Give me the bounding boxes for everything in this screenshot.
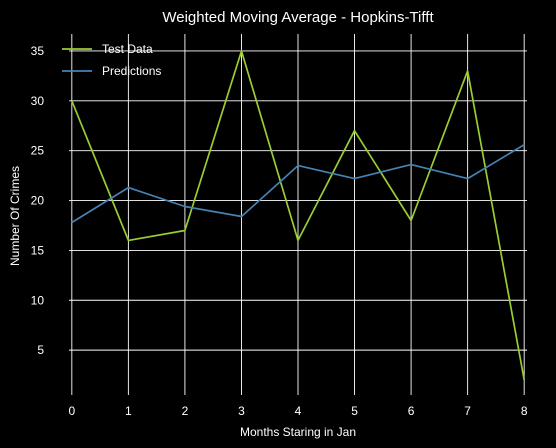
x-tick-label: 3: [238, 404, 245, 418]
y-tick-label: 20: [31, 194, 45, 208]
legend-label: Predictions: [102, 64, 161, 78]
grid: [69, 34, 527, 395]
x-tick-label: 2: [182, 404, 189, 418]
x-tick-label: 4: [295, 404, 302, 418]
y-tick-label: 35: [31, 44, 45, 58]
legend-label: Test Data: [102, 42, 153, 56]
y-tick-label: 15: [31, 243, 45, 257]
y-axis-label: Number Of Crimes: [8, 166, 22, 266]
series-line-predictions: [71, 143, 525, 224]
legend: Test Data Predictions: [62, 42, 161, 78]
y-tick-labels: 5 10 15 20 25 30 35: [31, 44, 45, 357]
x-tick-label: 0: [68, 404, 75, 418]
y-tick-label: 30: [31, 94, 45, 108]
series-line-test-data: [71, 50, 526, 381]
series-lines: [71, 50, 526, 381]
x-tick-label: 1: [125, 404, 132, 418]
y-tick-label: 25: [31, 144, 45, 158]
x-tick-label: 8: [521, 404, 528, 418]
x-tick-label: 7: [464, 404, 471, 418]
x-tick-label: 6: [408, 404, 415, 418]
x-tick-labels: 0 1 2 3 4 5 6 7 8: [68, 404, 527, 418]
y-tick-label: 10: [31, 293, 45, 307]
x-tick-label: 5: [351, 404, 358, 418]
y-tick-label: 5: [37, 343, 44, 357]
x-axis-label: Months Staring in Jan: [240, 425, 356, 439]
chart-title: Weighted Moving Average - Hopkins-Tifft: [162, 9, 434, 26]
